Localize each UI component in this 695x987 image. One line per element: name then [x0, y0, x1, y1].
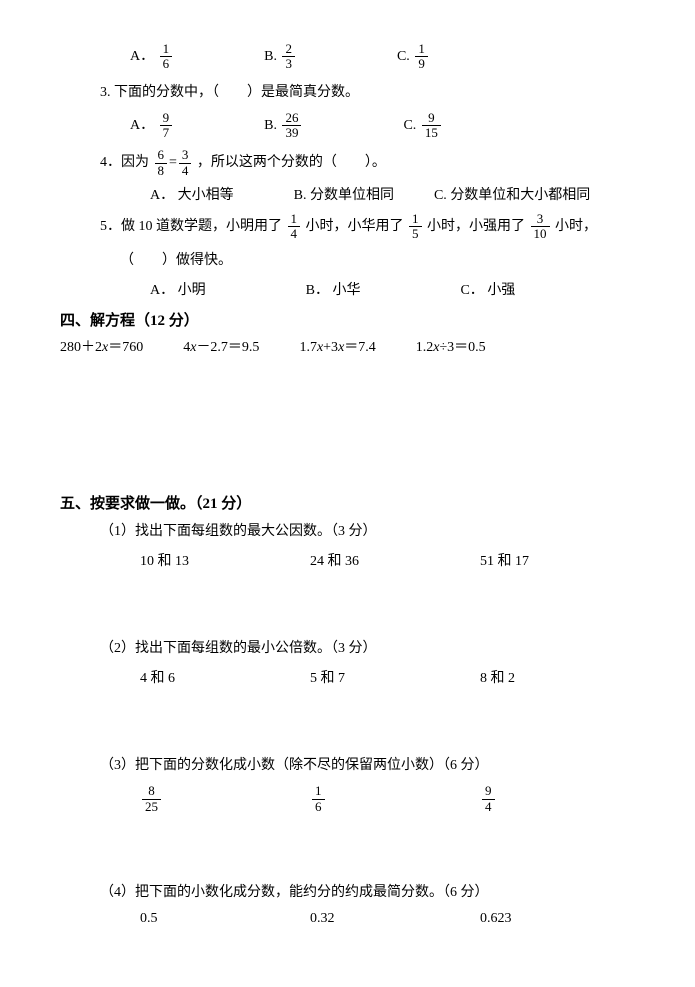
q5-options: A． 小明 B． 小华 C． 小强 [60, 279, 635, 299]
sec5-p1-stem: （1）找出下面每组数的最大公因数。（3 分） [100, 519, 635, 544]
fraction: 1 4 [288, 212, 301, 242]
option-label: B． [306, 283, 329, 298]
list-item: 1 6 [310, 784, 480, 814]
q4-options: A． 大小相等 B. 分数单位相同 C. 分数单位和大小都相同 [60, 184, 635, 204]
q5-a: 5．做 10 道数学题，小明用了 [100, 219, 282, 234]
q4-option-a: A． 大小相等 [150, 184, 234, 204]
list-item: 4 和 6 [140, 667, 310, 687]
list-item: 8 和 2 [480, 667, 515, 687]
workspace-gap [60, 590, 635, 630]
q4-option-b: B. 分数单位相同 [294, 184, 394, 204]
option-label: B. [294, 188, 307, 203]
q3-stem: 3. 下面的分数中，（ ）是最简真分数。 [100, 80, 635, 105]
option-label: C. [434, 188, 447, 203]
section4-equations: 280＋2x＝760 4x－2.7＝9.5 1.7x+3x＝7.4 1.2x÷3… [60, 336, 635, 356]
sec5-p3-items: 8 25 1 6 9 4 [60, 784, 635, 814]
option-label: A． [150, 188, 174, 203]
fraction: 6 8 [155, 148, 168, 178]
fraction: 1 6 [160, 42, 173, 72]
q4-stem-pre: 4．因为 [100, 155, 149, 170]
option-label: B. [264, 118, 277, 133]
list-item: 0.32 [310, 911, 480, 927]
fraction: 9 4 [482, 784, 495, 814]
q5-option-a: A． 小明 [150, 279, 206, 299]
q3-options: A． 9 7 B. 26 39 C. 9 15 [60, 111, 635, 141]
q5-option-b: B． 小华 [306, 279, 361, 299]
equals-text: = [169, 155, 177, 170]
q5-c: 小时，小强用了 [427, 219, 525, 234]
section4-title: 四、解方程（12 分） [60, 309, 635, 330]
q3-option-a: A． 9 7 [130, 111, 174, 141]
q3-option-b: B. 26 39 [264, 111, 303, 141]
option-label: A． [130, 49, 154, 64]
q2-options: A． 1 6 B. 2 3 C. 1 9 [60, 42, 635, 72]
option-text: 分数单位相同 [310, 188, 394, 203]
fraction: 2 3 [282, 42, 295, 72]
list-item: 24 和 36 [310, 550, 480, 570]
equation-2: 4x－2.7＝9.5 [183, 336, 259, 356]
list-item: 9 4 [480, 784, 497, 814]
fraction: 3 4 [179, 148, 192, 178]
sec5-p4-stem: （4）把下面的小数化成分数，能约分的约成最简分数。（6 分） [100, 880, 635, 905]
option-text: 小明 [178, 283, 206, 298]
option-label: B. [264, 49, 277, 64]
option-text: 分数单位和大小都相同 [450, 188, 590, 203]
equation-4: 1.2x÷3＝0.5 [416, 336, 486, 356]
sec5-p2-items: 4 和 6 5 和 7 8 和 2 [60, 667, 635, 687]
workspace-gap [60, 834, 635, 874]
sec5-p3-stem: （3）把下面的分数化成小数（除不尽的保留两位小数）（6 分） [100, 753, 635, 778]
sec5-p4-items: 0.5 0.32 0.623 [60, 911, 635, 927]
q2-option-a: A． 1 6 [130, 42, 174, 72]
sec5-p1-items: 10 和 13 24 和 36 51 和 17 [60, 550, 635, 570]
list-item: 10 和 13 [140, 550, 310, 570]
list-item: 5 和 7 [310, 667, 480, 687]
q5-option-c: C． 小强 [460, 279, 515, 299]
option-label: C. [397, 49, 410, 64]
fraction: 1 6 [312, 784, 325, 814]
list-item: 0.623 [480, 911, 512, 927]
q3-option-c: C. 9 15 [403, 111, 442, 141]
q2-option-c: C. 1 9 [397, 42, 430, 72]
section5-title: 五、按要求做一做。（21 分） [60, 492, 635, 513]
equation-1: 280＋2x＝760 [60, 336, 143, 356]
equation-3: 1.7x+3x＝7.4 [299, 336, 375, 356]
option-label: A． [130, 118, 154, 133]
q5-d: 小时， [555, 219, 597, 234]
fraction: 8 25 [142, 784, 161, 814]
workspace-gap [60, 362, 635, 482]
q4-option-c: C. 分数单位和大小都相同 [434, 184, 590, 204]
option-text: 小华 [332, 283, 360, 298]
q2-option-b: B. 2 3 [264, 42, 297, 72]
option-text: 大小相等 [178, 188, 234, 203]
fraction: 1 9 [415, 42, 428, 72]
fraction: 9 7 [160, 111, 173, 141]
q5-stem-line2: （ ）做得快。 [120, 248, 635, 273]
workspace-gap [60, 707, 635, 747]
fraction: 3 10 [531, 212, 550, 242]
list-item: 51 和 17 [480, 550, 529, 570]
exam-page: A． 1 6 B. 2 3 C. 1 9 3. 下面的分数中，（ ）是最简真分数… [0, 0, 695, 987]
list-item: 0.5 [140, 911, 310, 927]
q4-stem: 4．因为 6 8 = 3 4 ，所以这两个分数的（ ）。 [100, 148, 635, 178]
option-label: C. [403, 118, 416, 133]
sec5-p2-stem: （2）找出下面每组数的最小公倍数。（3 分） [100, 636, 635, 661]
q5-b: 小时，小华用了 [306, 219, 404, 234]
option-label: A． [150, 283, 174, 298]
option-text: 小强 [487, 283, 515, 298]
option-label: C． [460, 283, 483, 298]
list-item: 8 25 [140, 784, 310, 814]
q5-stem-line1: 5．做 10 道数学题，小明用了 1 4 小时，小华用了 1 5 小时，小强用了… [100, 212, 635, 242]
fraction: 1 5 [409, 212, 422, 242]
fraction: 9 15 [422, 111, 441, 141]
fraction: 26 39 [282, 111, 301, 141]
q4-stem-post: ，所以这两个分数的（ ）。 [197, 155, 386, 170]
